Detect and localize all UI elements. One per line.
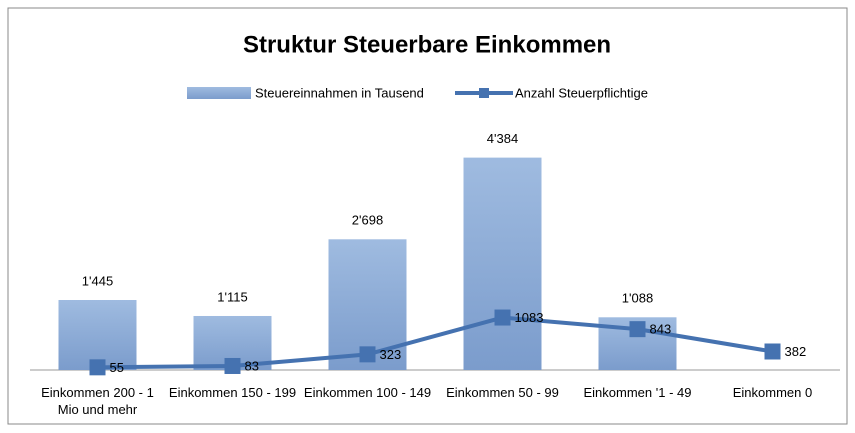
x-tick-label: Einkommen '1 - 49 (583, 385, 692, 400)
line (97, 315, 773, 370)
bar-label: 2'698 (352, 213, 383, 228)
bar (463, 157, 542, 370)
line-label: 382 (785, 344, 807, 359)
line-marker (494, 309, 511, 326)
x-tick-label: Einkommen 50 - 99 (446, 385, 559, 400)
line-marker (764, 343, 781, 360)
line-label: 323 (380, 347, 402, 362)
legend-label: Anzahl Steuerpflichtige (515, 85, 648, 100)
x-tick-label: Einkommen 100 - 149 (303, 385, 432, 400)
bar-label: 4'384 (487, 131, 518, 146)
legend-marker (479, 88, 489, 98)
legend-swatch (187, 87, 251, 99)
legend-label: Steuereinnahmen in Tausend (255, 85, 424, 100)
bar-label: 1'445 (82, 273, 113, 288)
line-marker (629, 321, 646, 338)
bar-label: 1'088 (622, 291, 653, 306)
line-marker (89, 359, 106, 376)
x-tick-label: Einkommen 0 (732, 385, 813, 400)
x-tick-label: Einkommen 150 - 199 (168, 385, 297, 400)
line-marker (224, 357, 241, 374)
x-tick-label: Einkommen 200 - 1 Mio und mehr (41, 385, 154, 417)
line-label: 55 (110, 360, 124, 375)
chart-title: Struktur Steuerbare Einkommen (243, 31, 611, 58)
line-label: 1083 (515, 310, 544, 325)
line-marker (359, 346, 376, 363)
chart-border (7, 7, 848, 425)
line-label: 83 (245, 358, 259, 373)
line-label: 843 (650, 322, 672, 337)
bar-label: 1'115 (217, 289, 247, 304)
bar (58, 299, 137, 370)
